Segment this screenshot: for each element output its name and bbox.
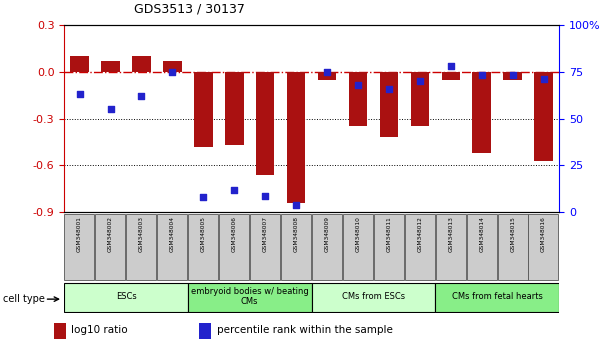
FancyBboxPatch shape: [188, 283, 312, 312]
FancyBboxPatch shape: [281, 214, 311, 280]
FancyBboxPatch shape: [374, 214, 404, 280]
FancyBboxPatch shape: [64, 283, 188, 312]
FancyBboxPatch shape: [404, 214, 434, 280]
Bar: [54, 323, 66, 339]
Text: GSM348014: GSM348014: [479, 216, 485, 252]
Text: log10 ratio: log10 ratio: [71, 325, 128, 335]
Text: GSM348012: GSM348012: [417, 216, 422, 252]
Bar: [163, 61, 181, 72]
Point: [167, 69, 177, 74]
Bar: [256, 72, 274, 175]
Text: GSM348001: GSM348001: [77, 216, 82, 252]
FancyBboxPatch shape: [436, 283, 559, 312]
Text: GSM348006: GSM348006: [232, 216, 237, 252]
Bar: [132, 56, 151, 72]
Point: [415, 78, 425, 84]
FancyBboxPatch shape: [343, 214, 373, 280]
Point: [229, 187, 239, 193]
Text: GSM348011: GSM348011: [386, 216, 392, 252]
Bar: [101, 61, 120, 72]
Text: GSM348007: GSM348007: [263, 216, 268, 252]
Bar: [442, 72, 460, 80]
Text: GSM348008: GSM348008: [294, 216, 299, 252]
Bar: [199, 323, 211, 339]
Bar: [411, 72, 429, 126]
Text: GSM348005: GSM348005: [201, 216, 206, 252]
Point: [384, 86, 394, 91]
Bar: [535, 72, 553, 161]
Point: [322, 69, 332, 74]
Text: cell type: cell type: [3, 294, 45, 304]
Point: [446, 63, 456, 69]
Text: GSM348009: GSM348009: [324, 216, 329, 252]
Text: GDS3513 / 30137: GDS3513 / 30137: [134, 3, 245, 16]
FancyBboxPatch shape: [436, 214, 466, 280]
FancyBboxPatch shape: [529, 214, 558, 280]
FancyBboxPatch shape: [65, 214, 95, 280]
Point: [353, 82, 363, 88]
Bar: [318, 72, 336, 80]
Text: GSM348004: GSM348004: [170, 216, 175, 252]
Bar: [472, 72, 491, 153]
FancyBboxPatch shape: [188, 214, 218, 280]
FancyBboxPatch shape: [219, 214, 249, 280]
FancyBboxPatch shape: [497, 214, 527, 280]
Point: [508, 73, 518, 78]
Point: [106, 106, 115, 112]
Bar: [503, 72, 522, 80]
Bar: [379, 72, 398, 137]
Bar: [225, 72, 244, 145]
Text: GSM348015: GSM348015: [510, 216, 515, 252]
FancyBboxPatch shape: [467, 214, 497, 280]
Text: GSM348002: GSM348002: [108, 216, 113, 252]
Point: [75, 91, 84, 97]
Point: [477, 73, 486, 78]
FancyBboxPatch shape: [312, 214, 342, 280]
Text: embryoid bodies w/ beating
CMs: embryoid bodies w/ beating CMs: [191, 287, 309, 307]
FancyBboxPatch shape: [95, 214, 125, 280]
Point: [539, 76, 549, 82]
Bar: [70, 56, 89, 72]
FancyBboxPatch shape: [126, 214, 156, 280]
Text: GSM348003: GSM348003: [139, 216, 144, 252]
Bar: [287, 72, 306, 203]
Text: GSM348016: GSM348016: [541, 216, 546, 252]
FancyBboxPatch shape: [157, 214, 187, 280]
Point: [137, 93, 147, 99]
Point: [260, 193, 270, 198]
FancyBboxPatch shape: [250, 214, 280, 280]
Text: ESCs: ESCs: [115, 292, 136, 301]
Point: [291, 202, 301, 208]
Text: GSM348013: GSM348013: [448, 216, 453, 252]
Text: percentile rank within the sample: percentile rank within the sample: [217, 325, 392, 335]
Text: CMs from fetal hearts: CMs from fetal hearts: [452, 292, 543, 301]
Text: GSM348010: GSM348010: [356, 216, 360, 252]
FancyBboxPatch shape: [312, 283, 436, 312]
Bar: [194, 72, 213, 147]
Bar: [349, 72, 367, 126]
Point: [199, 195, 208, 200]
Text: CMs from ESCs: CMs from ESCs: [342, 292, 405, 301]
